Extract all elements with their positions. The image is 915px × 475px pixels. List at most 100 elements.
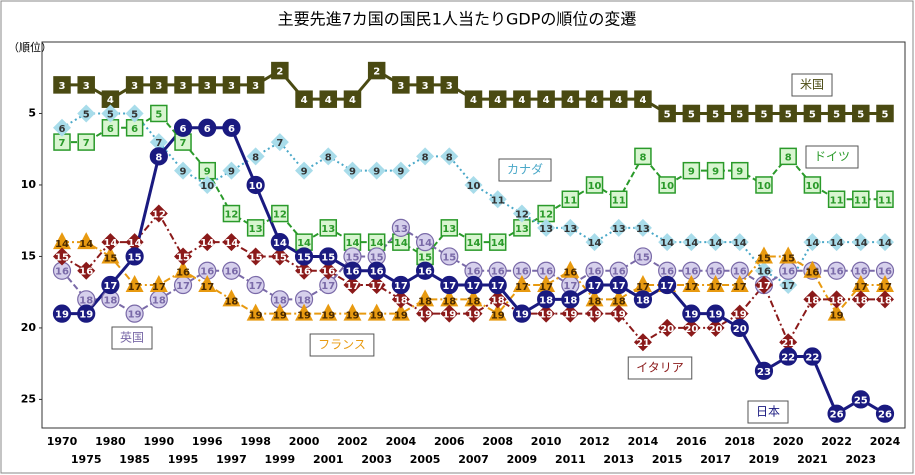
point: 16: [488, 261, 507, 280]
point: 18: [416, 289, 435, 307]
data-label: 4: [107, 95, 114, 106]
data-label: 7: [83, 138, 90, 149]
point: 8: [246, 147, 265, 166]
point: 18: [876, 290, 894, 309]
data-label: 16: [660, 267, 674, 278]
point: 14: [585, 233, 604, 252]
data-label: 14: [346, 238, 360, 249]
point: 12: [537, 204, 555, 223]
marker: [658, 275, 677, 295]
data-label: 19: [273, 311, 287, 322]
data-label: 10: [200, 181, 214, 192]
marker: [876, 290, 894, 309]
point: 17: [149, 275, 168, 293]
data-label: 19: [418, 310, 432, 321]
legend-label: イタリア: [636, 361, 684, 375]
marker: [464, 275, 483, 295]
marker: [803, 233, 822, 252]
marker: [367, 161, 386, 180]
marker: [706, 104, 725, 123]
marker: [392, 76, 410, 94]
data-label: 16: [684, 267, 698, 278]
marker: [537, 304, 556, 323]
marker: [633, 290, 653, 309]
data-label: 14: [684, 238, 698, 249]
point: 14: [392, 233, 410, 251]
marker: [77, 104, 96, 123]
point: 13: [440, 219, 459, 237]
marker: [343, 303, 362, 321]
x-tick-label: 2008: [482, 435, 513, 448]
marker: [246, 147, 265, 166]
point: 17: [730, 275, 749, 293]
data-label: 19: [709, 310, 723, 321]
data-label: 16: [854, 267, 868, 278]
data-label: 5: [712, 109, 719, 120]
point: 6: [198, 118, 217, 137]
point: 14: [222, 233, 241, 252]
data-label: 15: [781, 253, 795, 264]
data-label: 14: [79, 239, 93, 250]
data-label: 4: [615, 95, 622, 106]
marker: [731, 104, 749, 123]
data-label: 19: [467, 310, 481, 321]
point: 10: [198, 175, 217, 194]
point: 19: [561, 304, 580, 323]
point: 13: [609, 218, 628, 237]
data-label: 12: [515, 210, 529, 221]
point: 5: [706, 104, 725, 123]
point: 9: [706, 161, 725, 180]
data-label: 16: [805, 268, 819, 279]
data-label: 19: [563, 310, 577, 321]
marker: [658, 176, 676, 194]
marker: [488, 190, 507, 209]
point: 16: [875, 261, 895, 280]
data-label: 5: [882, 109, 889, 120]
point: 14: [295, 233, 313, 251]
point: 17: [488, 275, 507, 295]
data-label: 14: [55, 239, 69, 250]
marker: [827, 104, 846, 123]
data-label: 8: [325, 152, 332, 163]
marker: [633, 275, 652, 293]
series-line: [62, 241, 885, 316]
marker: [706, 304, 725, 323]
point: 12: [222, 204, 241, 223]
marker: [125, 304, 144, 323]
data-label: 13: [394, 224, 408, 235]
data-label: 18: [878, 295, 892, 306]
legend-box: [747, 400, 789, 424]
marker: [391, 290, 410, 309]
marker: [827, 404, 846, 423]
data-label: 14: [128, 238, 142, 249]
data-label: 3: [180, 81, 187, 92]
marker: [609, 218, 628, 237]
data-label: 7: [276, 138, 283, 149]
point: 18: [609, 289, 628, 307]
marker: [174, 76, 192, 94]
point: 3: [53, 76, 71, 94]
point: 17: [537, 275, 556, 293]
point: 14: [77, 232, 96, 250]
data-label: 5: [857, 109, 864, 120]
point: 6: [53, 118, 71, 137]
marker: [246, 175, 265, 195]
data-label: 19: [79, 310, 93, 321]
x-tick-label: 2003: [361, 453, 392, 466]
data-label: 20: [733, 324, 747, 335]
data-label: 3: [228, 81, 235, 92]
data-label: 17: [128, 282, 142, 293]
point: 17: [101, 275, 120, 295]
data-label: 10: [249, 181, 263, 192]
point: 8: [779, 147, 797, 166]
point: 17: [246, 275, 265, 295]
point: 20: [658, 318, 677, 337]
data-label: 11: [612, 195, 626, 206]
marker: [222, 289, 241, 307]
data-label: 16: [297, 267, 311, 278]
data-label: 19: [128, 310, 142, 321]
marker: [150, 104, 168, 123]
data-label: 16: [830, 267, 844, 278]
point: 16: [174, 260, 193, 279]
data-label: 17: [152, 282, 166, 293]
